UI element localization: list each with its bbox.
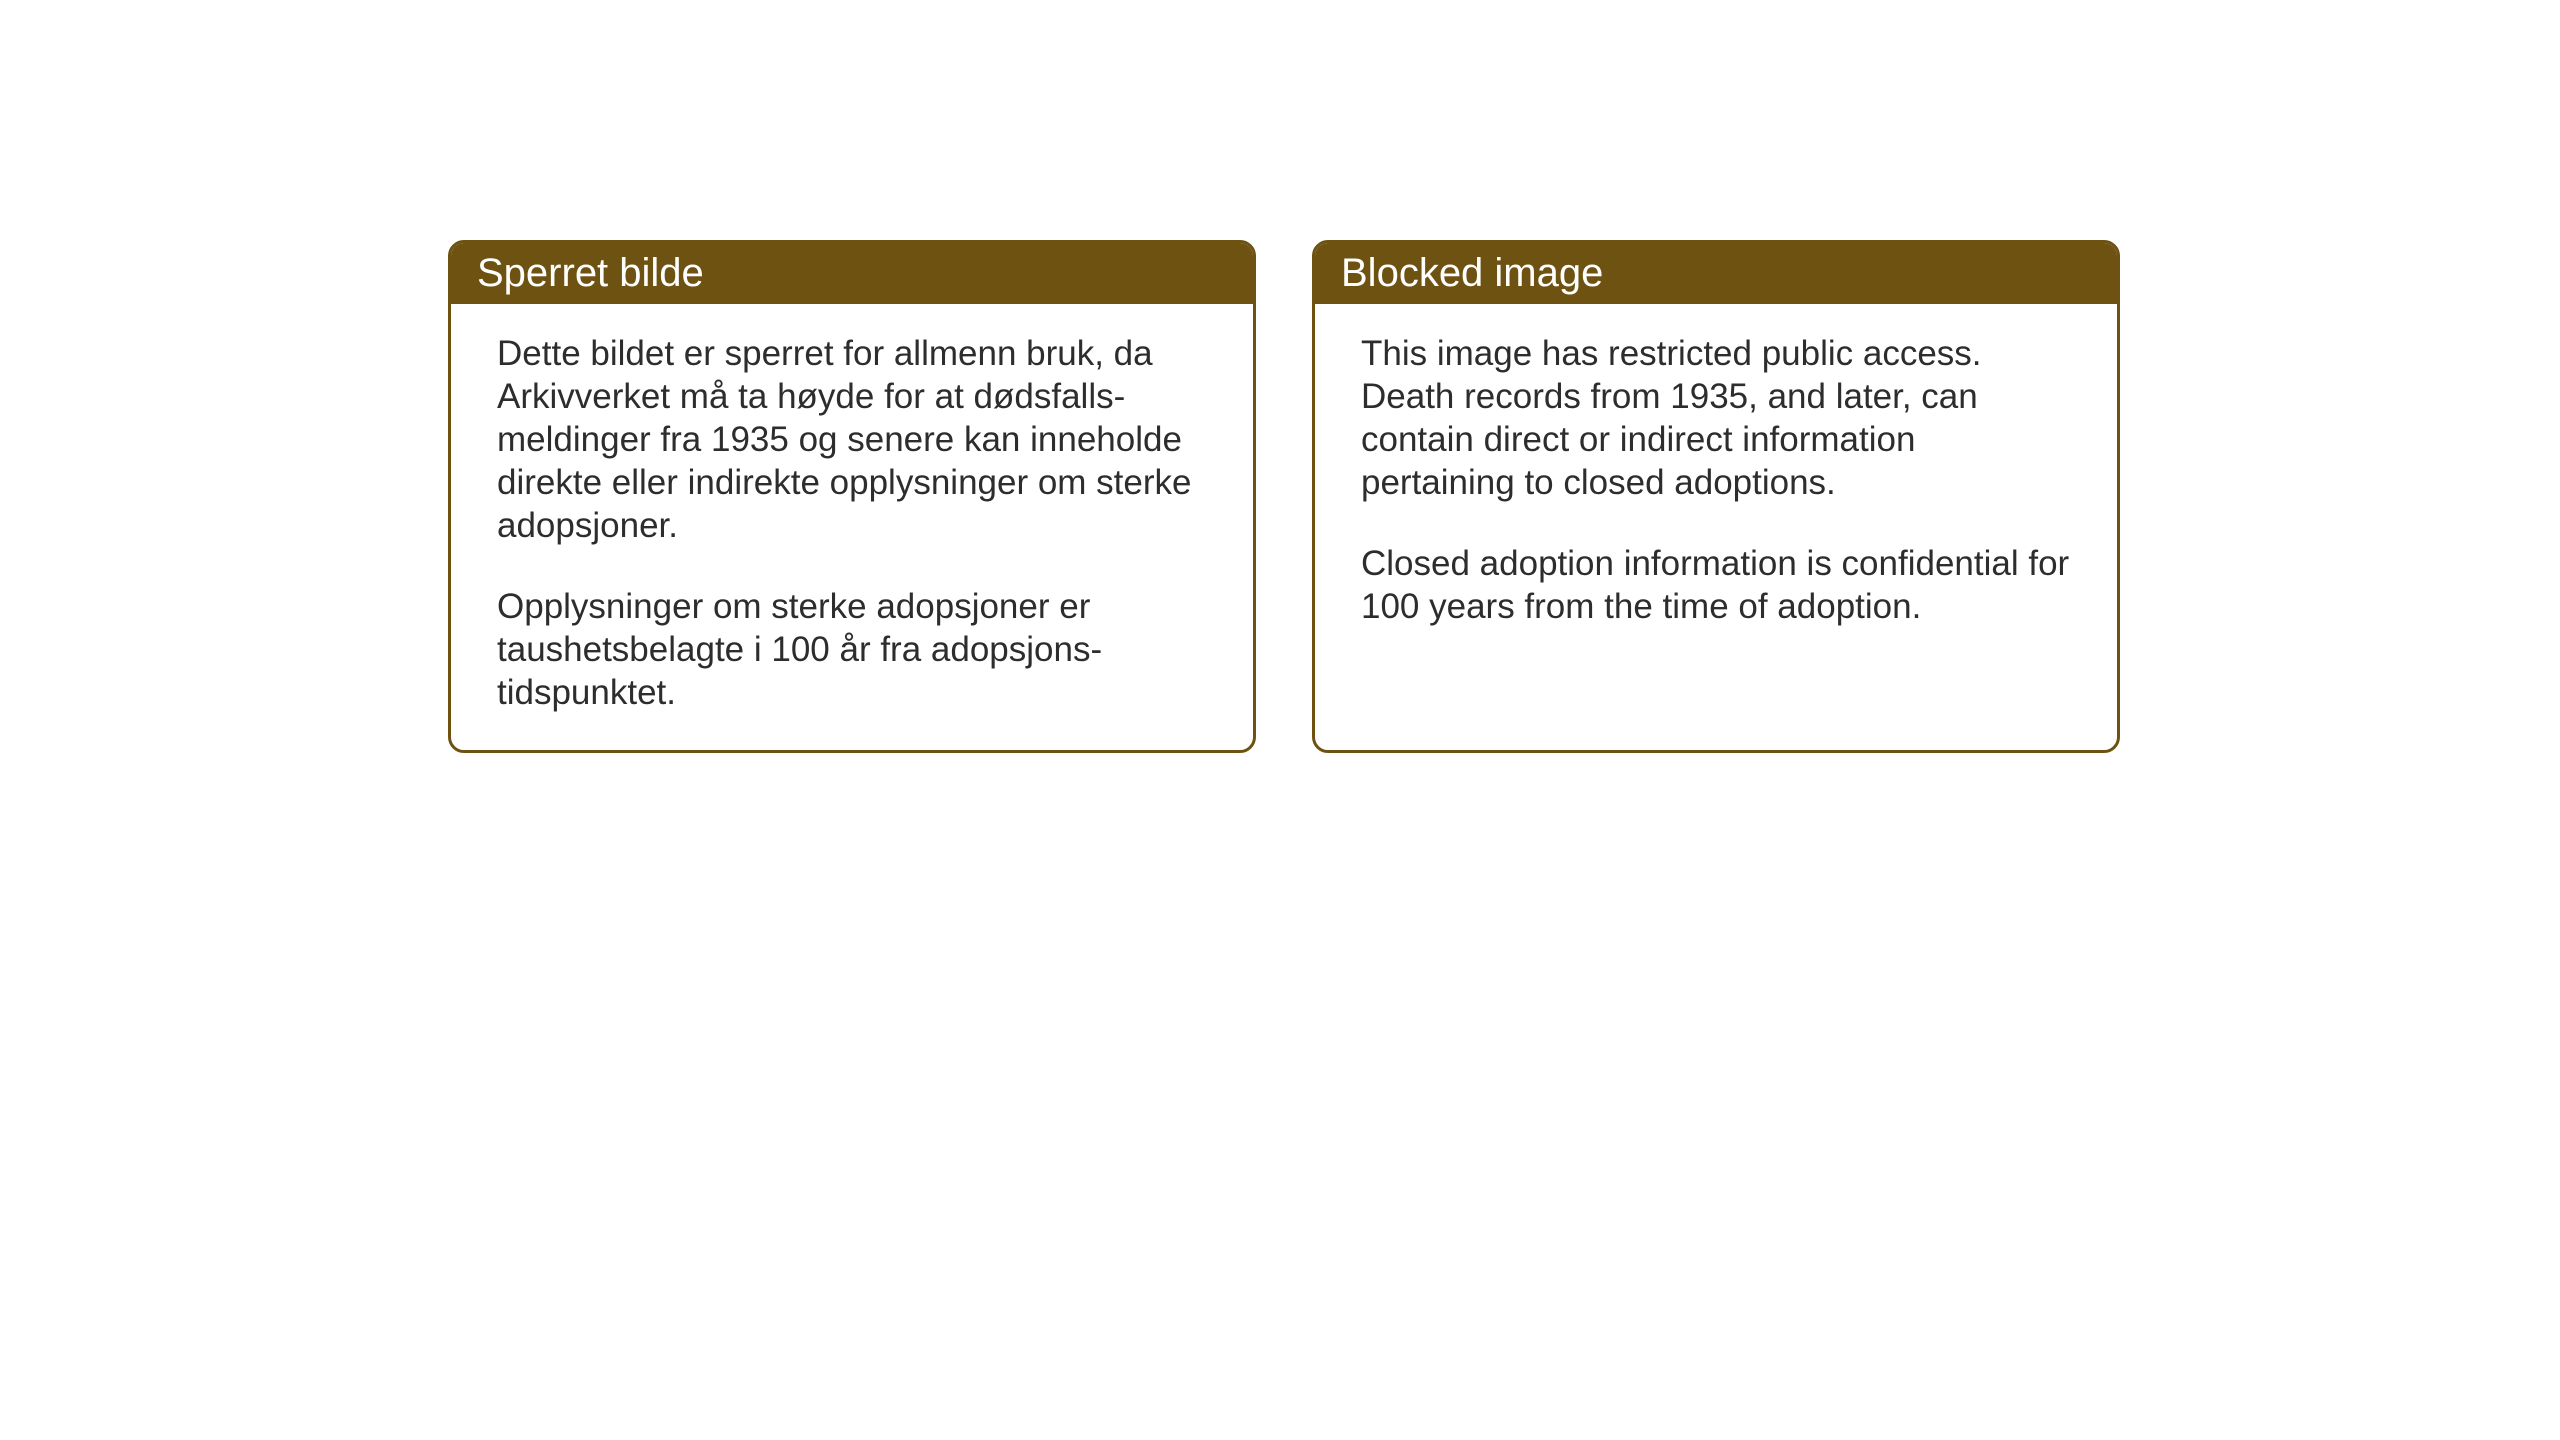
card-english: Blocked image This image has restricted … bbox=[1312, 240, 2120, 753]
cards-container: Sperret bilde Dette bildet er sperret fo… bbox=[448, 240, 2120, 753]
card-paragraph: Dette bildet er sperret for allmenn bruk… bbox=[497, 332, 1207, 547]
card-norwegian: Sperret bilde Dette bildet er sperret fo… bbox=[448, 240, 1256, 753]
card-paragraph: Closed adoption information is confident… bbox=[1361, 542, 2071, 628]
card-title: Sperret bilde bbox=[477, 251, 704, 295]
card-paragraph: Opplysninger om sterke adopsjoner er tau… bbox=[497, 585, 1207, 714]
card-title: Blocked image bbox=[1341, 251, 1603, 295]
card-paragraph: This image has restricted public access.… bbox=[1361, 332, 2071, 504]
card-header-english: Blocked image bbox=[1315, 243, 2117, 304]
card-body-english: This image has restricted public access.… bbox=[1315, 304, 2117, 704]
card-body-norwegian: Dette bildet er sperret for allmenn bruk… bbox=[451, 304, 1253, 750]
card-header-norwegian: Sperret bilde bbox=[451, 243, 1253, 304]
